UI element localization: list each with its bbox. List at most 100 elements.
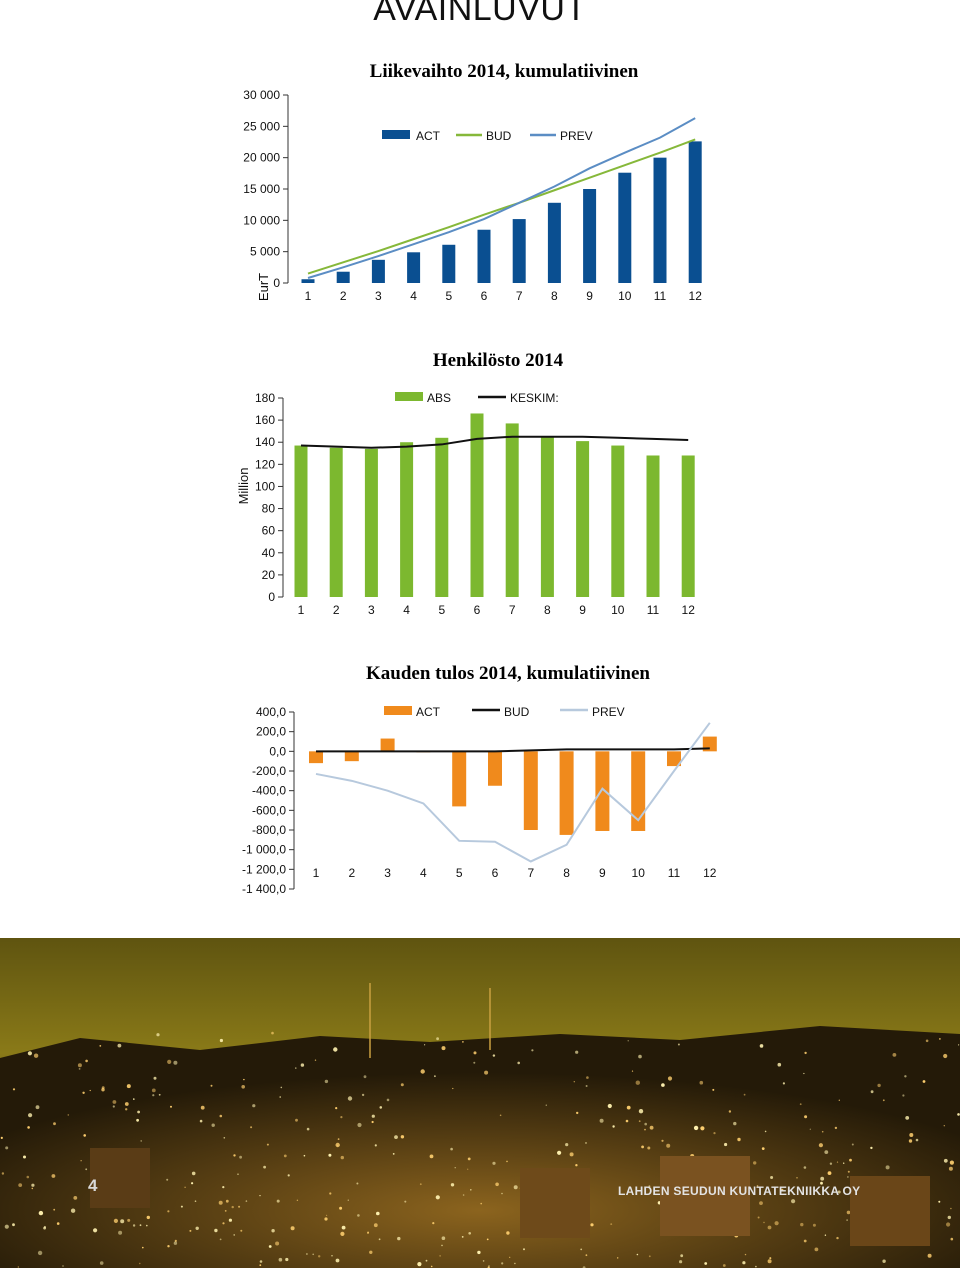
city-light: [335, 1258, 340, 1263]
city-light: [753, 1161, 757, 1165]
bar-act: [442, 244, 456, 283]
city-light: [677, 1043, 680, 1046]
city-light: [452, 1087, 454, 1090]
city-light: [834, 1126, 838, 1130]
city-light: [712, 1088, 715, 1091]
x-tick-label: 5: [438, 603, 445, 617]
city-light: [909, 1133, 914, 1137]
x-tick-label: 10: [632, 866, 646, 880]
x-tick-label: 11: [668, 866, 681, 880]
city-light: [306, 1127, 310, 1131]
city-light: [374, 1144, 377, 1147]
city-light: [140, 1140, 142, 1142]
city-light: [357, 1214, 360, 1217]
y-tick-label: 15 000: [243, 182, 280, 196]
city-light: [821, 1130, 824, 1133]
bar-act: [309, 751, 323, 764]
city-light: [166, 1178, 169, 1181]
city-light: [585, 1085, 588, 1087]
city-light: [112, 1105, 115, 1108]
city-light: [847, 1176, 849, 1178]
city-light: [425, 1259, 428, 1262]
legend-label-bud: BUD: [504, 705, 530, 719]
city-light: [295, 1118, 298, 1122]
bar-abs: [611, 445, 625, 597]
city-light: [902, 1094, 905, 1097]
city-light: [851, 1143, 854, 1146]
city-light: [224, 1210, 227, 1212]
city-light: [151, 1088, 156, 1093]
city-light: [958, 1044, 960, 1046]
city-light: [523, 1248, 525, 1251]
city-light: [283, 1154, 287, 1158]
city-light: [950, 1207, 952, 1210]
city-light: [78, 1068, 81, 1070]
city-light: [62, 1265, 64, 1267]
city-light: [28, 1113, 33, 1118]
city-light: [704, 1262, 708, 1265]
city-light: [846, 1210, 851, 1215]
city-light: [400, 1083, 404, 1087]
y-tick-label: -1 400,0: [242, 882, 286, 896]
city-light: [394, 1135, 398, 1139]
x-tick-label: 12: [682, 603, 696, 617]
line-prev: [307, 117, 696, 279]
city-light: [167, 1210, 170, 1213]
city-light: [430, 1265, 433, 1268]
city-light: [424, 1044, 426, 1046]
city-light: [18, 1183, 23, 1187]
city-light: [194, 1200, 197, 1202]
city-light: [133, 1098, 135, 1100]
bar-abs: [329, 447, 343, 597]
city-light: [827, 1171, 832, 1175]
city-light: [882, 1099, 885, 1102]
city-light: [767, 1225, 772, 1230]
bar-act: [688, 141, 702, 283]
city-light: [946, 1222, 951, 1227]
legend-swatch-act: [384, 706, 412, 715]
city-light: [314, 1059, 317, 1061]
city-light: [661, 1083, 665, 1087]
result-chart: Kauden tulos 2014, kumulatiivinen ACT BU…: [242, 663, 717, 896]
y-tick-label: -200,0: [252, 764, 286, 778]
city-light: [240, 1229, 243, 1232]
city-light: [462, 1041, 464, 1043]
city-light: [908, 1139, 913, 1143]
city-light: [127, 1218, 131, 1222]
city-light: [492, 1054, 496, 1057]
city-light: [259, 1264, 262, 1267]
city-light: [818, 1143, 824, 1148]
city-light: [397, 1236, 401, 1241]
city-light: [468, 1232, 472, 1235]
city-light: [892, 1053, 897, 1057]
city-light: [641, 1145, 644, 1149]
city-light: [617, 1257, 619, 1259]
city-light: [737, 1137, 741, 1142]
y-tick-label: 5 000: [250, 245, 280, 259]
city-light: [214, 1228, 218, 1233]
legend: ACT BUD PREV: [384, 705, 625, 719]
x-tick-label: 5: [445, 289, 452, 303]
city-light: [482, 1260, 485, 1262]
city-light: [943, 1125, 945, 1127]
city-light: [259, 1195, 261, 1197]
line-bud: [316, 747, 710, 753]
city-light: [33, 1053, 39, 1058]
bar-act: [336, 271, 350, 283]
x-tick-label: 3: [375, 289, 382, 303]
city-light: [199, 1119, 203, 1123]
city-light: [146, 1224, 148, 1227]
city-light: [599, 1118, 604, 1123]
city-light: [631, 1070, 634, 1072]
city-light: [870, 1090, 874, 1094]
city-light: [367, 1232, 369, 1234]
city-light: [12, 1088, 16, 1091]
city-light: [492, 1161, 496, 1165]
city-light: [843, 1162, 845, 1164]
city-light: [80, 1160, 82, 1162]
legend-label-act: ACT: [416, 129, 441, 143]
city-light: [200, 1105, 205, 1110]
city-light: [585, 1142, 587, 1144]
city-light: [376, 1211, 380, 1216]
city-light: [838, 1099, 840, 1101]
